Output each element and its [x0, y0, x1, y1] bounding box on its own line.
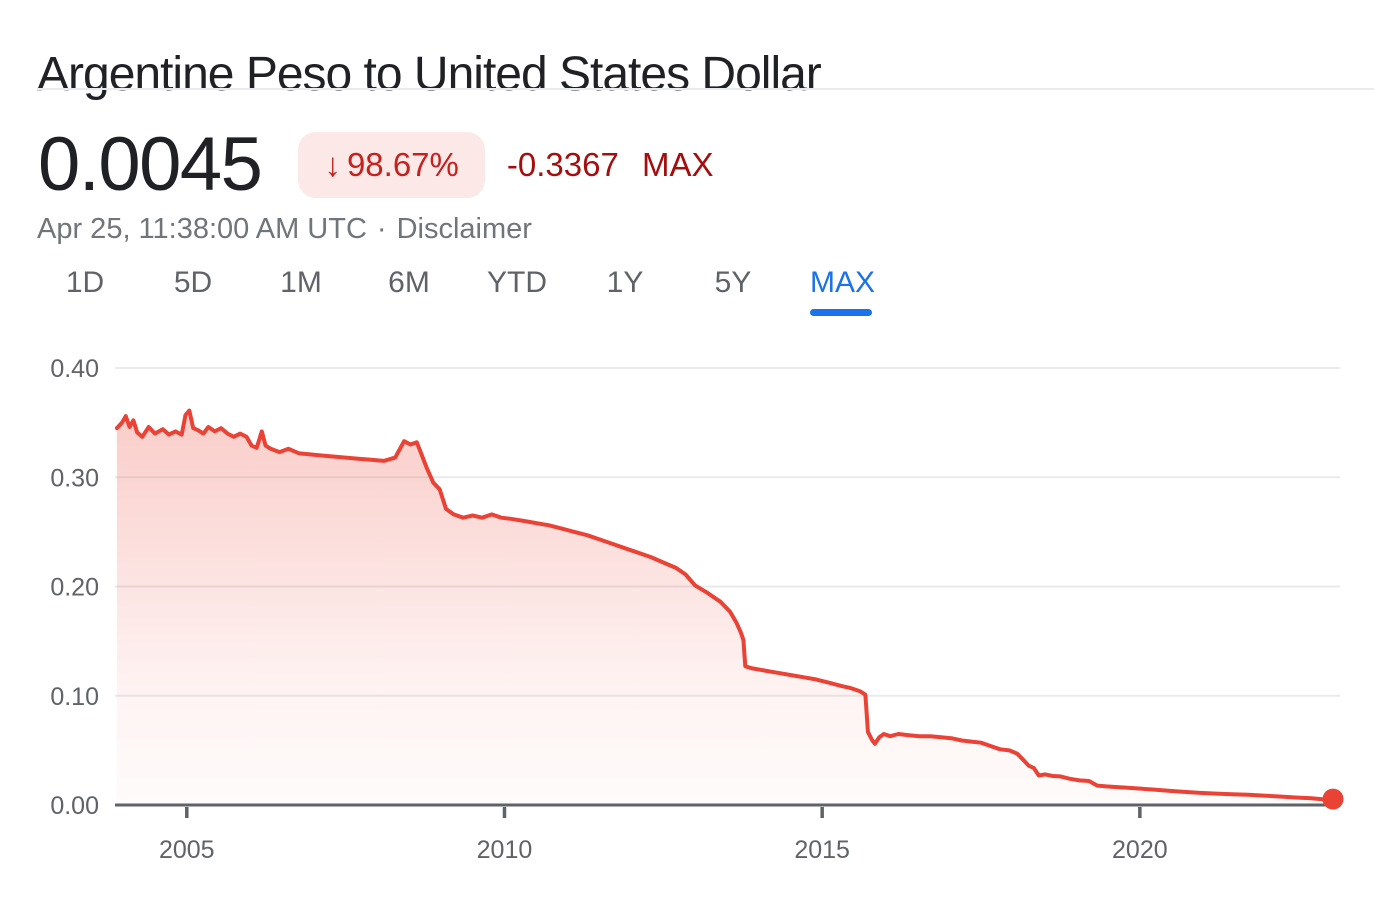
arrow-down-icon: ↓ [324, 146, 341, 183]
range-tab-max[interactable]: MAX [810, 266, 876, 316]
change-percent-badge: ↓ 98.67% [298, 132, 485, 198]
range-tab-label: 6M [388, 266, 430, 299]
range-tab-label: 1M [280, 266, 322, 299]
range-tabs: 1D 5D 1M 6M YTD 1Y 5Y MAX [54, 266, 876, 316]
x-axis-label: 2015 [794, 836, 850, 864]
change-percent-value: 98.67% [346, 146, 459, 183]
x-axis-label: 2020 [1112, 836, 1168, 864]
disclaimer-link[interactable]: Disclaimer [396, 213, 532, 245]
chart-end-dot [1322, 788, 1344, 810]
price-chart[interactable]: 2005 2010 2015 2020 0.00 0.10 0.20 0.30 0.40 [0, 340, 1374, 880]
range-tab-ytd[interactable]: YTD [486, 266, 548, 316]
quote-subtitle: Apr 25, 11:38:00 AM UTC · Disclaimer [37, 212, 532, 246]
range-tab-1d[interactable]: 1D [54, 266, 116, 316]
price-chart-svg: 2005 2010 2015 2020 0.00 0.10 0.20 0.30 0.40 [50, 355, 1344, 864]
range-tab-label: 1Y [606, 266, 644, 299]
x-axis-label: 2005 [159, 836, 215, 864]
y-axis-label: 0.10 [50, 683, 99, 711]
x-axis-label: 2010 [477, 836, 533, 864]
change-absolute: -0.3367 MAX [507, 146, 714, 184]
range-tab-label: 5D [173, 266, 213, 299]
y-axis-label: 0.20 [50, 574, 99, 602]
subtitle-separator: · [376, 213, 387, 245]
change-range-label: MAX [642, 146, 714, 183]
range-tab-label: YTD [487, 266, 547, 299]
quote-price: 0.0045 [38, 122, 263, 207]
quote-row: 0.0045 ↓ 98.67% -0.3367 MAX [38, 127, 714, 203]
y-axis-label: 0.40 [50, 355, 99, 383]
header-divider [37, 88, 1374, 90]
active-tab-underline [810, 309, 872, 316]
range-tab-1y[interactable]: 1Y [594, 266, 656, 316]
chart-price-line [114, 408, 1335, 803]
quote-timestamp: Apr 25, 11:38:00 AM UTC [37, 213, 367, 245]
y-axis-label: 0.30 [50, 464, 99, 492]
page-title: Argentine Peso to United States Dollar [37, 48, 822, 102]
range-tab-6m[interactable]: 6M [378, 266, 440, 316]
range-tab-5d[interactable]: 5D [162, 266, 224, 316]
range-tab-label: 5Y [714, 266, 752, 299]
range-tab-5y[interactable]: 5Y [702, 266, 764, 316]
y-axis-label: 0.00 [50, 792, 99, 820]
range-tab-label: MAX [810, 266, 876, 299]
change-absolute-value: -0.3367 [506, 146, 619, 183]
range-tab-1m[interactable]: 1M [270, 266, 332, 316]
range-tab-label: 1D [65, 266, 105, 299]
